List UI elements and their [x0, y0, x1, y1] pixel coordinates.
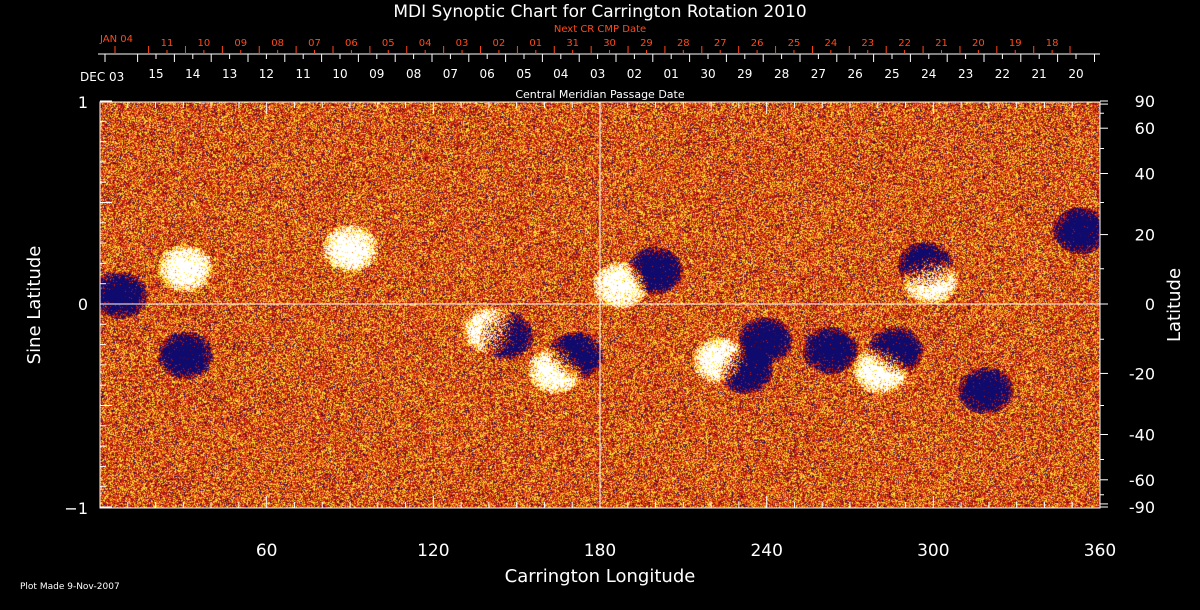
top-axis-date-label: 15 — [148, 67, 163, 81]
x-tick-label: 120 — [417, 541, 449, 561]
top-axis-date-label: 23 — [958, 67, 973, 81]
x-axis-label: Carrington Longitude — [505, 566, 696, 587]
next-axis-date-label: 25 — [788, 38, 801, 49]
top-axis-date-label: 21 — [1032, 67, 1047, 81]
y2-tick-label: 40 — [1135, 165, 1155, 184]
top-axis-date-label: 10 — [332, 67, 347, 81]
next-axis-date-label: 29 — [640, 38, 653, 49]
y2-axis-label: Latitude — [1164, 268, 1185, 342]
top-axis-date-label: 11 — [296, 67, 311, 81]
next-axis-date-label: 05 — [382, 38, 395, 49]
next-axis-date-label: 28 — [677, 38, 690, 49]
y2-tick-label: -90 — [1129, 498, 1155, 517]
x-tick-label: 240 — [750, 541, 782, 561]
next-axis-date-label: 06 — [345, 38, 358, 49]
next-axis-date-label: 27 — [714, 38, 727, 49]
next-axis-label: Next CR CMP Date — [554, 24, 646, 35]
top-axis-label: Central Meridian Passage Date — [515, 88, 684, 101]
next-axis-date-label: 20 — [972, 38, 985, 49]
next-axis-date-label: 11 — [161, 38, 174, 49]
chart-title: MDI Synoptic Chart for Carrington Rotati… — [393, 2, 806, 22]
next-axis-date-label: 03 — [456, 38, 469, 49]
top-axis-date-label: 07 — [443, 67, 458, 81]
y2-tick-label: 20 — [1135, 226, 1155, 245]
next-axis-date-label: 23 — [861, 38, 874, 49]
top-axis-date-label: 03 — [590, 67, 605, 81]
next-axis-date-label: 02 — [493, 38, 506, 49]
top-axis-date-label: 08 — [406, 67, 421, 81]
top-axis-start-label: DEC 03 — [80, 70, 124, 84]
top-axis-date-label: 01 — [664, 67, 679, 81]
y-tick-neg1: −1 — [64, 499, 88, 518]
x-tick-label: 180 — [584, 541, 616, 561]
next-axis-date-label: 04 — [419, 38, 432, 49]
top-axis-date-label: 04 — [553, 67, 568, 81]
top-axis-date-label: 20 — [1068, 67, 1083, 81]
next-axis-date-label: 01 — [529, 38, 542, 49]
next-axis-date-label: 26 — [751, 38, 764, 49]
next-axis-date-label: 18 — [1046, 38, 1059, 49]
top-axis-date-label: 25 — [884, 67, 899, 81]
y2-tick-label: 0 — [1145, 295, 1155, 314]
y-axis-label: Sine Latitude — [24, 246, 45, 365]
next-axis-date-label: 21 — [935, 38, 948, 49]
y-tick-0: 0 — [78, 295, 88, 314]
next-axis-date-label: 30 — [603, 38, 616, 49]
top-axis-date-label: 24 — [921, 67, 936, 81]
top-axis-date-label: 27 — [811, 67, 826, 81]
top-axis-date-label: 28 — [774, 67, 789, 81]
top-axis-date-label: 30 — [700, 67, 715, 81]
next-axis-date-label: 08 — [271, 38, 284, 49]
y2-tick-label: -20 — [1129, 364, 1155, 383]
next-axis-start-label: JAN 04 — [99, 34, 133, 45]
top-axis-date-label: 26 — [848, 67, 863, 81]
y2-tick-label: -60 — [1129, 471, 1155, 490]
next-axis-date-label: 07 — [308, 38, 321, 49]
top-axis-date-label: 05 — [516, 67, 531, 81]
top-axis-date-label: 29 — [737, 67, 752, 81]
next-axis-date-label: 09 — [234, 38, 247, 49]
y2-tick-label: -40 — [1129, 425, 1155, 444]
y2-tick-label: 60 — [1135, 119, 1155, 138]
plot-made-note: Plot Made 9-Nov-2007 — [20, 582, 120, 592]
next-axis-date-label: 24 — [824, 38, 837, 49]
y2-tick-label: 90 — [1135, 92, 1155, 111]
top-axis-date-label: 14 — [185, 67, 200, 81]
next-axis-date-label: 10 — [198, 38, 211, 49]
top-axis-date-label: 06 — [480, 67, 495, 81]
top-axis-date-label: 13 — [222, 67, 237, 81]
next-axis-date-label: 19 — [1009, 38, 1022, 49]
next-axis-date-label: 22 — [898, 38, 911, 49]
x-tick-label: 360 — [1084, 541, 1116, 561]
top-axis-date-label: 12 — [259, 67, 274, 81]
top-axis-date-label: 22 — [995, 67, 1010, 81]
next-axis-date-label: 31 — [566, 38, 579, 49]
x-tick-label: 60 — [256, 541, 278, 561]
top-axis-date-label: 02 — [627, 67, 642, 81]
x-tick-label: 300 — [917, 541, 949, 561]
y-tick-1: 1 — [78, 93, 88, 112]
top-axis-date-label: 09 — [369, 67, 384, 81]
